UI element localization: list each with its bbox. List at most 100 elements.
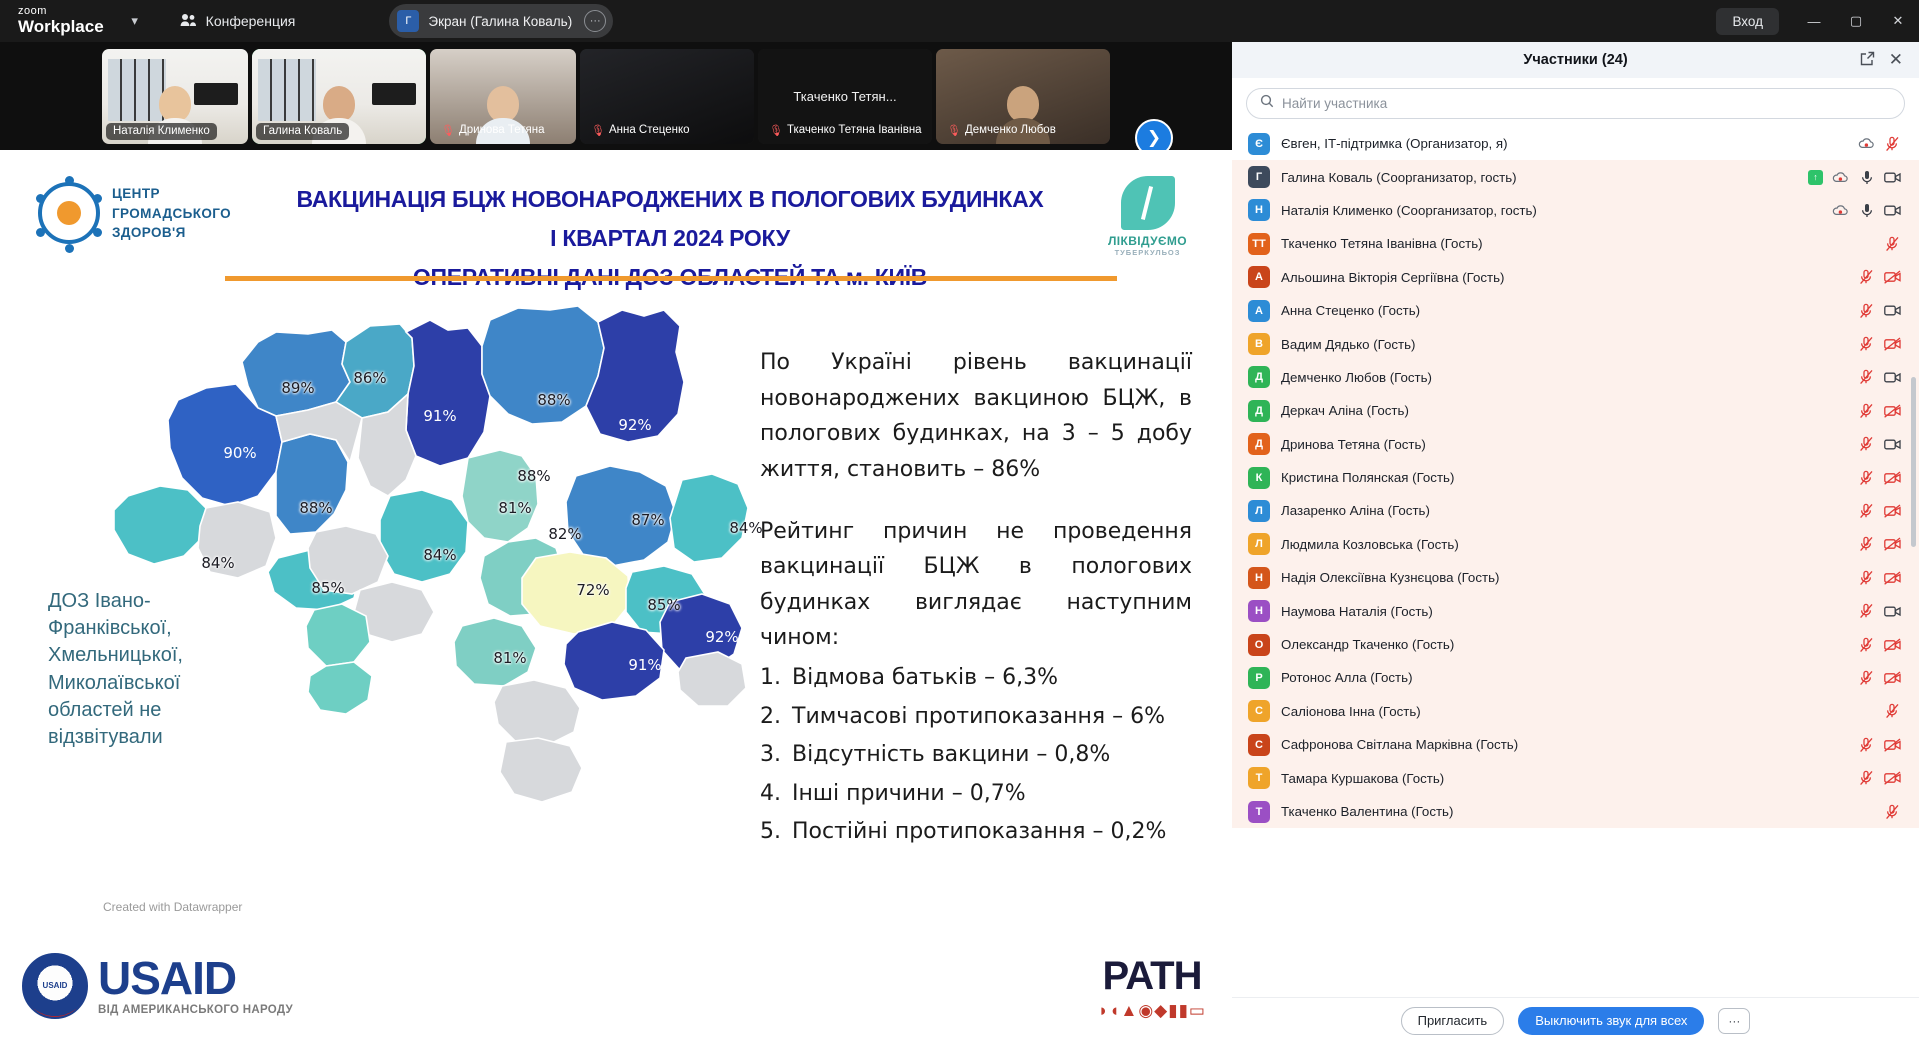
mic-off-icon[interactable] xyxy=(1858,436,1875,453)
participant-row[interactable]: В Вадим Дядько (Гость) xyxy=(1232,327,1919,361)
mic-off-icon[interactable] xyxy=(1858,603,1875,620)
close-icon[interactable]: ✕ xyxy=(1888,50,1903,69)
camera-off-icon[interactable] xyxy=(1884,469,1901,486)
participant-row[interactable]: Є Євген, ІТ-підтримка (Организатор, я) xyxy=(1232,127,1919,161)
camera-off-icon[interactable] xyxy=(1884,269,1901,286)
popout-icon[interactable] xyxy=(1860,51,1875,69)
more-options-button[interactable]: ··· xyxy=(1718,1007,1751,1034)
mic-off-icon[interactable] xyxy=(1858,336,1875,353)
participant-status-icons xyxy=(1858,636,1901,653)
participant-row[interactable]: Р Ротонос Алла (Гость) xyxy=(1232,661,1919,695)
video-thumbnail-active[interactable]: Галина Коваль xyxy=(252,48,426,144)
participant-name: Ткаченко Валентина (Гость) xyxy=(1281,804,1454,819)
search-box[interactable] xyxy=(1246,88,1905,119)
camera-off-icon[interactable] xyxy=(1884,669,1901,686)
camera-on-icon[interactable] xyxy=(1884,302,1901,319)
mic-off-icon[interactable] xyxy=(1858,536,1875,553)
mic-off-icon[interactable] xyxy=(1858,402,1875,419)
participant-row[interactable]: Т Ткаченко Валентина (Гость) xyxy=(1232,794,1919,829)
tb-program-logo: ЛІКВІДУЄМО ТУБЕРКУЛЬОЗ xyxy=(1085,176,1210,257)
mic-off-icon[interactable] xyxy=(1884,235,1901,252)
mic-off-icon[interactable] xyxy=(1884,703,1901,720)
shared-screen-pill[interactable]: Г Экран (Галина Коваль) ··· xyxy=(389,4,614,38)
participant-row[interactable]: С Сафронова Світлана Марківна (Гость) xyxy=(1232,728,1919,762)
participant-row[interactable]: А Альошина Вікторія Сергіївна (Гость) xyxy=(1232,260,1919,294)
participants-list[interactable]: Є Євген, ІТ-підтримка (Организатор, я) Г Га… xyxy=(1232,127,1919,997)
mute-all-button[interactable]: Выключить звук для всех xyxy=(1518,1006,1705,1035)
participant-name: Галина Коваль (Соорганизатор, гость) xyxy=(1281,169,1517,185)
camera-off-icon[interactable] xyxy=(1884,336,1901,353)
video-thumbnail[interactable]: 🎙 Анна Стеценко xyxy=(580,48,754,144)
mic-off-icon[interactable] xyxy=(1858,469,1875,486)
participant-status-icons xyxy=(1858,436,1901,453)
mic-off-icon[interactable] xyxy=(1858,269,1875,286)
mic-on-icon[interactable] xyxy=(1858,202,1875,219)
ellipsis-icon[interactable]: ··· xyxy=(584,10,607,32)
participant-row[interactable]: Л Людмила Козловська (Гость) xyxy=(1232,527,1919,562)
video-thumbnail[interactable]: Ткаченко Тетян... 🎙 Ткаченко Тетяна Іван… xyxy=(758,48,932,144)
video-thumbnail[interactable]: 🎙 Дринова Тетяна xyxy=(430,48,576,144)
mic-on-icon[interactable] xyxy=(1858,169,1875,186)
participant-row[interactable]: Т Тамара Куршакова (Гость) xyxy=(1232,761,1919,795)
camera-on-icon[interactable] xyxy=(1884,603,1901,620)
search-input[interactable] xyxy=(1282,96,1891,111)
mic-off-icon[interactable] xyxy=(1858,302,1875,319)
mic-off-icon[interactable] xyxy=(1884,135,1901,152)
camera-off-icon[interactable] xyxy=(1884,569,1901,586)
maximize-icon[interactable]: ▢ xyxy=(1849,13,1863,28)
participant-row[interactable]: ТТ Ткаченко Тетяна Іванівна (Гость) xyxy=(1232,227,1919,261)
participant-name: Наталія Клименко (Соорганизатор, гость) xyxy=(1281,202,1537,218)
participant-row[interactable]: С Саліонова Інна (Гость) xyxy=(1232,694,1919,729)
participant-name: Ткаченко Тетяна Іванівна (Гость) xyxy=(1281,236,1483,252)
participants-scrollbar[interactable] xyxy=(1911,377,1916,547)
camera-off-icon[interactable] xyxy=(1884,636,1901,653)
camera-off-icon[interactable] xyxy=(1884,736,1901,753)
participant-row[interactable]: О Олександр Ткаченко (Гость) xyxy=(1232,627,1919,662)
participant-row[interactable]: А Анна Стеценко (Гость) xyxy=(1232,293,1919,328)
participant-status-icons xyxy=(1884,803,1901,820)
participant-row[interactable]: Л Лазаренко Аліна (Гость) xyxy=(1232,494,1919,528)
participant-status-icons xyxy=(1832,202,1901,219)
video-thumbnail[interactable]: Наталія Клименко xyxy=(102,48,248,144)
mic-off-icon[interactable] xyxy=(1858,770,1875,787)
participant-row[interactable]: Н Наумова Наталія (Гость) xyxy=(1232,594,1919,628)
participant-row[interactable]: Д Деркач Аліна (Гость) xyxy=(1232,394,1919,428)
camera-off-icon[interactable] xyxy=(1884,770,1901,787)
camera-off-icon[interactable] xyxy=(1884,402,1901,419)
camera-on-icon[interactable] xyxy=(1884,369,1901,386)
participant-row[interactable]: Н Наталія Клименко (Соорганизатор, гость) xyxy=(1232,193,1919,228)
participant-name: Вадим Дядько (Гость) xyxy=(1281,336,1416,352)
tb-logo-line1: ЛІКВІДУЄМО xyxy=(1107,234,1188,248)
participant-row[interactable]: Д Дринова Тетяна (Гость) xyxy=(1232,427,1919,461)
participant-name: Альошина Вікторія Сергіївна (Гость) xyxy=(1281,269,1505,285)
avatar: О xyxy=(1248,633,1270,656)
avatar: А xyxy=(1248,266,1270,289)
mic-off-icon[interactable] xyxy=(1858,569,1875,586)
mic-off-icon[interactable] xyxy=(1858,369,1875,386)
video-thumbnail[interactable]: 🎙 Демченко Любов xyxy=(936,48,1110,144)
sign-in-button[interactable]: Вход xyxy=(1716,7,1779,35)
camera-off-icon[interactable] xyxy=(1884,502,1901,519)
participant-row[interactable]: К Кристина Полянская (Гость) xyxy=(1232,460,1919,495)
avatar: С xyxy=(1248,700,1270,723)
participant-row[interactable]: Н Надія Олексіївна Кузнєцова (Гость) xyxy=(1232,561,1919,595)
camera-on-icon[interactable] xyxy=(1884,169,1901,186)
participant-row[interactable]: Д Демченко Любов (Гость) xyxy=(1232,360,1919,395)
thumbnail-name-label: 🎙 Анна Стеценко xyxy=(591,124,690,137)
avatar: Р xyxy=(1248,666,1270,689)
mic-off-icon[interactable] xyxy=(1858,669,1875,686)
minimize-icon[interactable]: — xyxy=(1807,13,1821,29)
meeting-tab[interactable]: Конференция xyxy=(170,8,306,35)
mic-off-icon[interactable] xyxy=(1858,636,1875,653)
invite-button[interactable]: Пригласить xyxy=(1400,1006,1505,1035)
participant-status-icons xyxy=(1858,369,1901,386)
chevron-down-icon[interactable]: ▾ xyxy=(131,13,138,28)
participant-row[interactable]: Г Галина Коваль (Соорганизатор, гость) ↑ xyxy=(1232,160,1919,194)
mic-off-icon[interactable] xyxy=(1858,502,1875,519)
mic-off-icon[interactable] xyxy=(1858,736,1875,753)
close-icon[interactable]: ✕ xyxy=(1892,13,1904,28)
camera-on-icon[interactable] xyxy=(1884,436,1901,453)
mic-off-icon[interactable] xyxy=(1884,803,1901,820)
camera-on-icon[interactable] xyxy=(1884,202,1901,219)
camera-off-icon[interactable] xyxy=(1884,536,1901,553)
